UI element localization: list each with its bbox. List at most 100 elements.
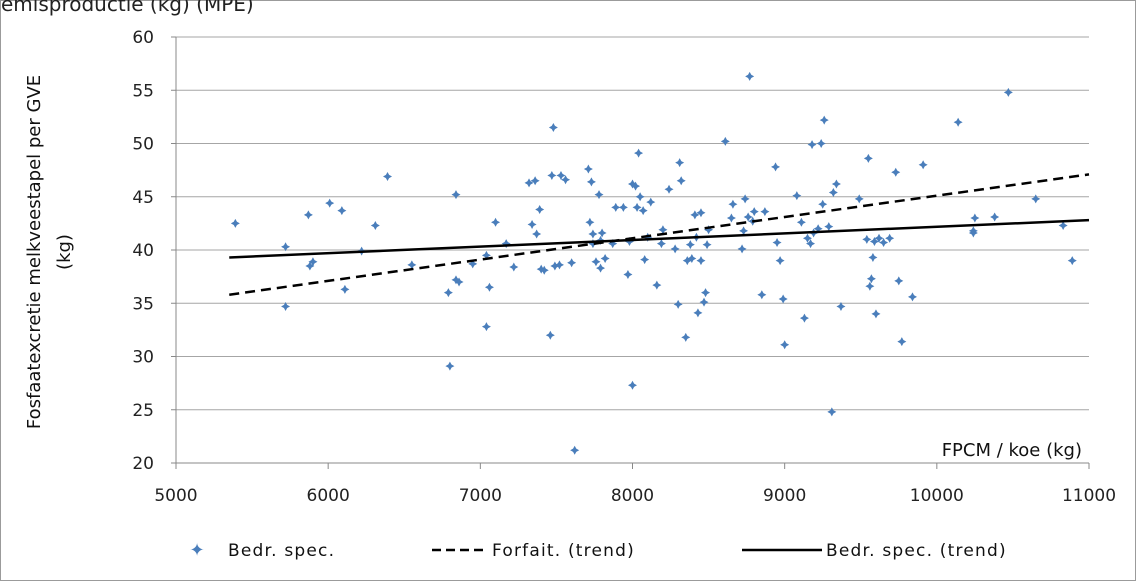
data-point	[990, 212, 1000, 222]
y-tick-label: 45	[132, 188, 154, 208]
data-point	[970, 213, 980, 223]
x-axis-label: FPCM / koe (kg)	[942, 440, 1082, 461]
legend-marker-points: ✦	[189, 540, 204, 561]
data-point	[682, 256, 692, 266]
trend-line-forfait	[229, 173, 1090, 296]
data-point	[554, 260, 564, 270]
data-point	[600, 254, 610, 264]
data-point	[702, 240, 712, 250]
data-point	[1067, 256, 1077, 266]
data-point	[481, 322, 491, 332]
data-point	[594, 190, 604, 200]
data-point	[561, 175, 571, 185]
data-point	[772, 238, 782, 248]
y-tick-label: 50	[132, 135, 154, 155]
x-tick-label: 10000	[910, 486, 964, 506]
data-point	[673, 299, 683, 309]
data-point	[451, 275, 461, 285]
data-point	[624, 236, 634, 246]
data-point	[760, 207, 770, 217]
data-point	[281, 301, 291, 311]
data-point	[865, 281, 875, 291]
data-point	[585, 217, 595, 227]
data-point	[407, 260, 417, 270]
data-point	[1058, 221, 1068, 231]
data-point	[524, 178, 534, 188]
data-point	[550, 261, 560, 271]
data-point	[699, 297, 709, 307]
data-point	[545, 330, 555, 340]
data-point	[481, 250, 491, 260]
data-point	[868, 252, 878, 262]
data-point	[303, 210, 313, 220]
data-point	[780, 340, 790, 350]
data-point	[509, 262, 519, 272]
data-point	[640, 255, 650, 265]
gridlines	[176, 36, 1089, 411]
data-point	[745, 71, 755, 81]
data-point	[340, 284, 350, 294]
data-point	[693, 308, 703, 318]
data-point	[918, 160, 928, 170]
data-point	[799, 313, 809, 323]
x-tick-label: 5000	[154, 486, 197, 506]
x-tick-label: 8000	[611, 486, 654, 506]
legend-label-forfait: Forfait. (trend)	[492, 541, 635, 561]
data-point	[749, 207, 759, 217]
data-point	[813, 224, 823, 234]
data-point	[792, 191, 802, 201]
x-tick-labels: 5000 6000 7000 8000 9000 10000 11000	[154, 463, 1116, 506]
data-point	[743, 212, 753, 222]
data-point	[831, 179, 841, 189]
data-point	[862, 234, 872, 244]
data-point	[681, 332, 691, 342]
data-point	[696, 208, 706, 218]
data-point	[628, 179, 637, 189]
data-point	[634, 148, 644, 158]
data-point	[532, 229, 542, 239]
data-point	[656, 239, 666, 249]
data-point	[635, 192, 645, 202]
data-point	[468, 259, 478, 269]
y-axis-label-line2: (kg)	[54, 234, 75, 270]
data-point	[687, 254, 697, 264]
clipped-header-text: emisproductie (kg) (MPE)	[1, 0, 254, 16]
data-point	[690, 210, 700, 220]
data-point	[740, 194, 750, 204]
data-point	[281, 242, 291, 252]
data-point	[491, 217, 501, 227]
data-point	[796, 217, 806, 227]
data-point	[548, 123, 558, 133]
data-point	[854, 194, 864, 204]
data-point	[675, 158, 685, 168]
data-point	[230, 218, 240, 228]
data-point	[567, 258, 577, 268]
data-point	[968, 228, 978, 238]
y-tick-label: 60	[132, 28, 154, 48]
data-point	[701, 288, 711, 298]
data-point	[652, 280, 662, 290]
data-point	[885, 233, 895, 243]
data-point	[874, 233, 884, 243]
data-point	[696, 256, 706, 266]
data-point	[879, 238, 889, 248]
data-point	[676, 176, 686, 186]
data-point	[451, 190, 461, 200]
y-tick-label: 35	[132, 294, 154, 314]
data-point	[836, 301, 846, 311]
legend-label-points: Bedr. spec.	[228, 541, 335, 561]
y-tick-label: 30	[132, 348, 154, 368]
data-point	[806, 239, 816, 249]
data-points	[230, 71, 1077, 455]
data-point	[871, 309, 881, 319]
data-point	[664, 184, 674, 194]
data-point	[802, 233, 812, 243]
data-point	[539, 265, 549, 275]
data-point	[443, 288, 453, 298]
data-point	[583, 164, 593, 174]
data-point	[591, 257, 601, 267]
x-tick-label: 9000	[763, 486, 806, 506]
data-point	[628, 380, 637, 390]
data-point	[337, 206, 347, 216]
